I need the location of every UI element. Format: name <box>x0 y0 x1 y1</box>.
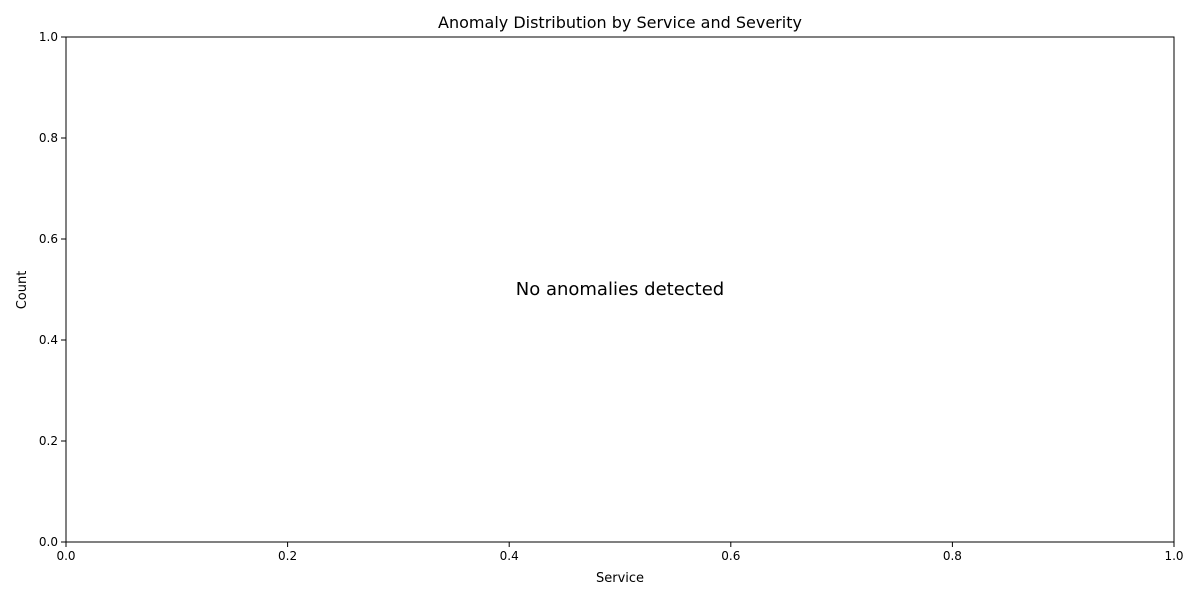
x-tick-label: 0.0 <box>56 549 75 563</box>
chart-title: Anomaly Distribution by Service and Seve… <box>438 13 802 32</box>
x-tick-label: 0.6 <box>721 549 740 563</box>
x-tick-label: 0.4 <box>500 549 519 563</box>
no-anomalies-message: No anomalies detected <box>516 279 724 300</box>
x-axis: 0.0 0.2 0.4 0.6 0.8 1.0 <box>56 542 1184 563</box>
plot-area-frame <box>65 36 1175 543</box>
y-tick-label: 0.2 <box>39 434 58 448</box>
x-tick-label: 0.8 <box>943 549 962 563</box>
x-tick-label: 0.2 <box>278 549 297 563</box>
x-axis-label: Service <box>596 571 644 586</box>
x-tick-label: 1.0 <box>1164 549 1183 563</box>
y-tick-label: 1.0 <box>39 30 58 44</box>
y-tick-label: 0.4 <box>39 333 58 347</box>
y-tick-label: 0.0 <box>39 535 58 549</box>
y-tick-label: 0.6 <box>39 232 58 246</box>
y-axis: 0.0 0.2 0.4 0.6 0.8 1.0 <box>39 30 66 549</box>
y-tick-label: 0.8 <box>39 131 58 145</box>
y-axis-label: Count <box>15 271 30 310</box>
